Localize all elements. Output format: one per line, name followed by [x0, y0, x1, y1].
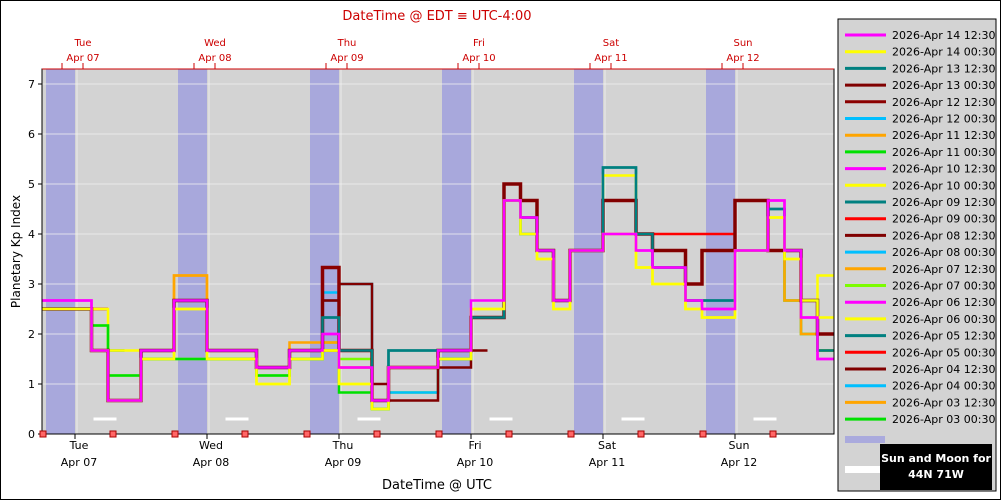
top-tick-day: Thu — [337, 38, 357, 49]
top-tick-day: Tue — [73, 38, 91, 49]
legend-extra-swatch — [845, 436, 885, 443]
top-tick-day: Wed — [204, 38, 226, 49]
event-marker — [769, 430, 777, 438]
series-line — [42, 199, 834, 402]
legend-label: 2026-Apr 03 00:30 — [892, 413, 995, 426]
legend-extra-swatch — [845, 466, 885, 473]
top-tick-date: Apr 10 — [462, 53, 495, 64]
legend-label: 2026-Apr 03 12:30 — [892, 396, 995, 409]
y-tick-label: 2 — [28, 328, 35, 341]
legend-label: 2026-Apr 06 12:30 — [892, 296, 995, 309]
x-axis-label: DateTime @ UTC — [382, 478, 492, 493]
bottom-tick-day: Wed — [199, 439, 223, 452]
legend-label: 2026-Apr 13 12:30 — [892, 62, 995, 75]
legend-label: 2026-Apr 04 12:30 — [892, 363, 995, 376]
top-tick-date: Apr 08 — [198, 53, 231, 64]
event-marker — [505, 430, 513, 438]
legend-label: 2026-Apr 10 12:30 — [892, 163, 995, 176]
legend-label: 2026-Apr 07 00:30 — [892, 280, 995, 293]
y-tick-label: 6 — [28, 128, 35, 141]
y-tick-label: 7 — [28, 78, 35, 91]
top-tick-date: Apr 12 — [726, 53, 759, 64]
legend-label: 2026-Apr 12 12:30 — [892, 96, 995, 109]
top-tick-date: Apr 07 — [66, 53, 99, 64]
top-tick-date: Apr 09 — [330, 53, 363, 64]
event-marker — [241, 430, 249, 438]
bottom-tick-date: Apr 12 — [721, 456, 758, 469]
event-marker — [637, 430, 645, 438]
y-tick-label: 4 — [28, 228, 35, 241]
event-marker — [435, 430, 443, 438]
legend-label: 2026-Apr 04 00:30 — [892, 380, 995, 393]
bottom-tick-date: Apr 11 — [589, 456, 626, 469]
legend-label: 2026-Apr 09 12:30 — [892, 196, 995, 209]
y-axis-label: Planetary Kp Index — [9, 195, 23, 308]
event-marker — [109, 430, 117, 438]
night-band — [46, 69, 75, 434]
y-tick-label: 1 — [28, 378, 35, 391]
legend-label: 2026-Apr 12 00:30 — [892, 113, 995, 126]
top-axis-title: DateTime @ EDT ≡ UTC-4:00 — [342, 9, 531, 24]
legend-box — [837, 18, 997, 492]
bottom-tick-date: Apr 09 — [325, 456, 362, 469]
night-band — [442, 69, 471, 434]
legend-label: 2026-Apr 13 00:30 — [892, 79, 995, 92]
bottom-tick-day: Sun — [729, 439, 750, 452]
night-band — [310, 69, 339, 434]
top-tick-day: Sun — [733, 38, 752, 49]
top-tick-day: Fri — [473, 38, 485, 49]
bottom-tick-day: Tue — [69, 439, 89, 452]
event-marker — [699, 430, 707, 438]
legend-label: 2026-Apr 10 00:30 — [892, 179, 995, 192]
event-marker — [171, 430, 179, 438]
y-tick-label: 5 — [28, 178, 35, 191]
top-tick-date: Apr 11 — [594, 53, 627, 64]
legend-label: 2026-Apr 11 00:30 — [892, 146, 995, 159]
event-marker — [567, 430, 575, 438]
legend-label: 2026-Apr 05 12:30 — [892, 330, 995, 343]
bottom-tick-date: Apr 10 — [457, 456, 494, 469]
top-tick-day: Sat — [603, 38, 619, 49]
bottom-tick-day: Thu — [332, 439, 354, 452]
legend-label: 2026-Apr 14 12:30 — [892, 29, 995, 42]
event-marker — [39, 430, 47, 438]
legend-label: 2026-Apr 05 00:30 — [892, 346, 995, 359]
bottom-tick-day: Sat — [598, 439, 617, 452]
event-marker — [373, 430, 381, 438]
bottom-tick-date: Apr 07 — [61, 456, 98, 469]
location-line2: 44N 71W — [908, 468, 964, 481]
legend-label: 2026-Apr 11 12:30 — [892, 129, 995, 142]
location-line1: Sun and Moon for — [881, 452, 991, 465]
legend-label: 2026-Apr 08 00:30 — [892, 246, 995, 259]
location-box: Sun and Moon for 44N 71W — [880, 444, 992, 490]
y-tick-label: 3 — [28, 278, 35, 291]
legend-label: 2026-Apr 08 12:30 — [892, 229, 995, 242]
bottom-tick-day: Fri — [468, 439, 481, 452]
legend-label: 2026-Apr 09 00:30 — [892, 213, 995, 226]
event-marker — [303, 430, 311, 438]
y-tick-label: 0 — [28, 428, 35, 441]
legend-label: 2026-Apr 14 00:30 — [892, 46, 995, 59]
bottom-tick-date: Apr 08 — [193, 456, 230, 469]
legend-label: 2026-Apr 07 12:30 — [892, 263, 995, 276]
night-band — [178, 69, 207, 434]
legend-label: 2026-Apr 06 00:30 — [892, 313, 995, 326]
